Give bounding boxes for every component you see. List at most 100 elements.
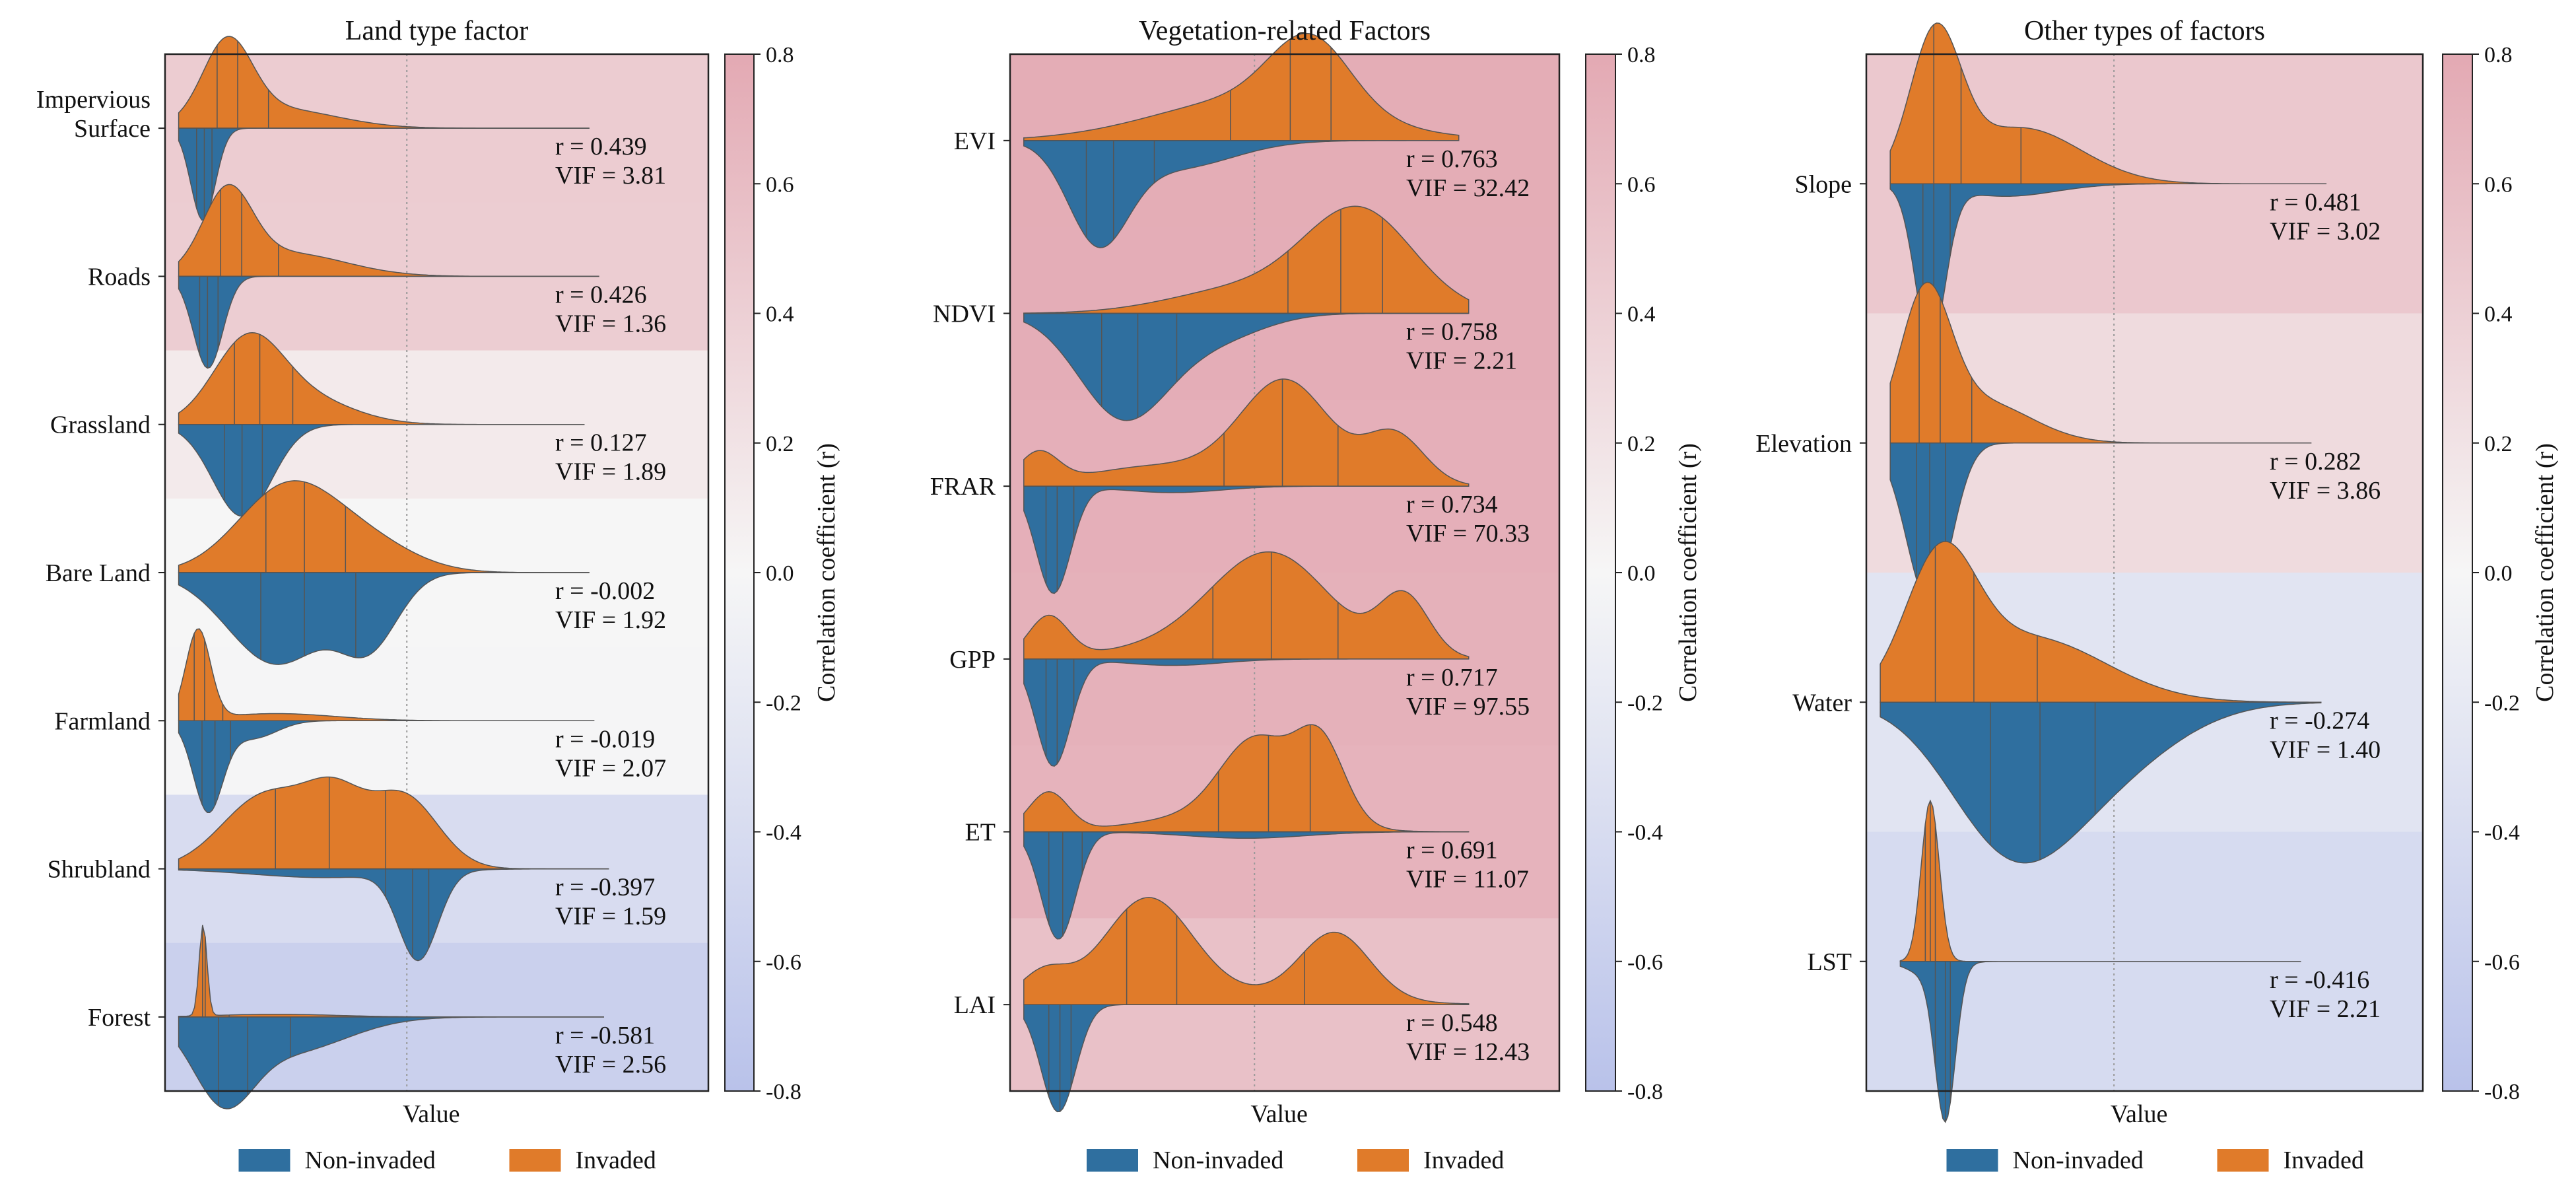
legend: Non-invaded Invaded — [1087, 1147, 1504, 1174]
category-label: Roads — [88, 263, 151, 291]
colorbar-tick-label: -0.8 — [766, 1080, 801, 1104]
colorbar-tick-label: 0.6 — [1627, 172, 1656, 197]
r-value-label: r = 0.691 — [1406, 837, 1498, 865]
r-value-label: r = 0.763 — [1406, 145, 1498, 173]
legend-label-non-invaded: Non-invaded — [1153, 1147, 1283, 1174]
vif-value-label: VIF = 3.81 — [555, 162, 666, 190]
colorbar-tick-label: 0.2 — [1627, 432, 1656, 456]
r-value-label: r = 0.426 — [555, 281, 647, 308]
colorbar-tick-label: -0.4 — [2484, 821, 2520, 845]
invaded-half — [1023, 551, 1470, 660]
r-value-label: r = -0.274 — [2270, 707, 2369, 734]
colorbar — [724, 53, 755, 1092]
vif-value-label: VIF = 1.92 — [555, 606, 666, 634]
colorbar-tick-label: 0.4 — [1627, 302, 1656, 327]
legend-swatch-invaded — [2217, 1149, 2269, 1172]
r-value-label: r = 0.734 — [1406, 491, 1498, 518]
category-label: Impervious — [36, 86, 151, 114]
x-axis-label: Value — [2111, 1100, 2168, 1128]
colorbar-tick-label: 0.8 — [2484, 43, 2513, 67]
invaded-half — [1023, 897, 1470, 1005]
colorbar-tick-label: -0.6 — [2484, 950, 2520, 975]
category-label: LST — [1807, 948, 1852, 976]
legend-label-invaded: Invaded — [1423, 1147, 1504, 1174]
colorbar-tick-label: -0.4 — [1627, 821, 1663, 845]
vif-value-label: VIF = 1.89 — [555, 458, 666, 486]
legend-label-invaded: Invaded — [2284, 1147, 2364, 1174]
r-value-label: r = 0.548 — [1406, 1009, 1498, 1037]
colorbar-tick-label: 0.6 — [2484, 172, 2513, 197]
legend-label-invaded: Invaded — [576, 1147, 656, 1174]
vif-value-label: VIF = 2.56 — [555, 1051, 666, 1078]
colorbar-tick-label: -0.8 — [1627, 1080, 1663, 1104]
colorbar-tick-label: 0.0 — [766, 561, 794, 586]
r-value-label: r = 0.282 — [2270, 448, 2361, 476]
vif-value-label: VIF = 70.33 — [1406, 520, 1530, 547]
vif-value-label: VIF = 97.55 — [1406, 693, 1530, 721]
colorbar-label: Correlation coefficient (r) — [813, 443, 840, 702]
invaded-half — [1880, 541, 2322, 703]
colorbar-tick-label: -0.2 — [1627, 691, 1663, 715]
colorbar-tick-label: 0.8 — [1627, 43, 1656, 67]
legend: Non-invaded Invaded — [1946, 1147, 2364, 1174]
panel-title: Other types of factors — [2024, 16, 2265, 46]
r-value-label: r = -0.397 — [555, 874, 655, 901]
category-label: Farmland — [54, 707, 151, 735]
colorbar — [2442, 53, 2473, 1092]
axes-frame — [1009, 53, 1561, 1092]
axes-frame — [164, 53, 710, 1092]
r-value-label: r = -0.019 — [555, 725, 655, 753]
colorbar-tick-label: -0.2 — [2484, 691, 2520, 715]
r-value-label: r = 0.127 — [555, 429, 647, 457]
colorbar-tick-label: 0.0 — [1627, 561, 1656, 586]
category-label: Grassland — [50, 411, 151, 439]
r-value-label: r = -0.416 — [2270, 966, 2369, 994]
colorbar-tick-label: 0.8 — [766, 43, 794, 67]
vif-value-label: VIF = 2.21 — [2270, 995, 2381, 1023]
vif-value-label: VIF = 2.07 — [555, 754, 666, 782]
vif-value-label: VIF = 1.36 — [555, 310, 666, 337]
r-value-label: r = 0.758 — [1406, 318, 1498, 346]
r-value-label: r = 0.717 — [1406, 664, 1498, 691]
legend: Non-invaded Invaded — [238, 1147, 656, 1174]
r-value-label: r = 0.439 — [555, 133, 647, 160]
category-label: EVI — [954, 127, 996, 155]
category-label: Bare Land — [46, 559, 151, 587]
vif-value-label: VIF = 3.86 — [2270, 477, 2381, 505]
invaded-half — [1023, 724, 1470, 833]
colorbar-tick-label: 0.2 — [766, 432, 794, 456]
category-label: Shrubland — [48, 856, 151, 884]
r-value-label: r = -0.581 — [555, 1022, 655, 1049]
vif-value-label: VIF = 1.59 — [555, 903, 666, 931]
category-label: Slope — [1794, 170, 1852, 198]
colorbar-tick-label: 0.0 — [2484, 561, 2513, 586]
category-label: Surface — [74, 115, 151, 143]
r-value-label: r = 0.481 — [2270, 188, 2361, 216]
x-axis-label: Value — [1250, 1100, 1308, 1128]
category-label: Forest — [88, 1004, 151, 1032]
colorbar-label: Correlation coefficient (r) — [2531, 443, 2559, 702]
colorbar-tick-label: -0.4 — [766, 821, 801, 845]
panel-title: Vegetation-related Factors — [1139, 16, 1431, 46]
colorbar-tick-label: 0.2 — [2484, 432, 2513, 456]
vif-value-label: VIF = 3.02 — [2270, 217, 2381, 245]
x-axis-label: Value — [403, 1100, 460, 1128]
legend-label-non-invaded: Non-invaded — [2013, 1147, 2144, 1174]
legend-swatch-non-invaded — [1087, 1149, 1138, 1172]
invaded-half — [1023, 205, 1470, 314]
category-label: Water — [1792, 689, 1852, 717]
legend-label-non-invaded: Non-invaded — [305, 1147, 436, 1174]
invaded-half — [1023, 32, 1460, 141]
